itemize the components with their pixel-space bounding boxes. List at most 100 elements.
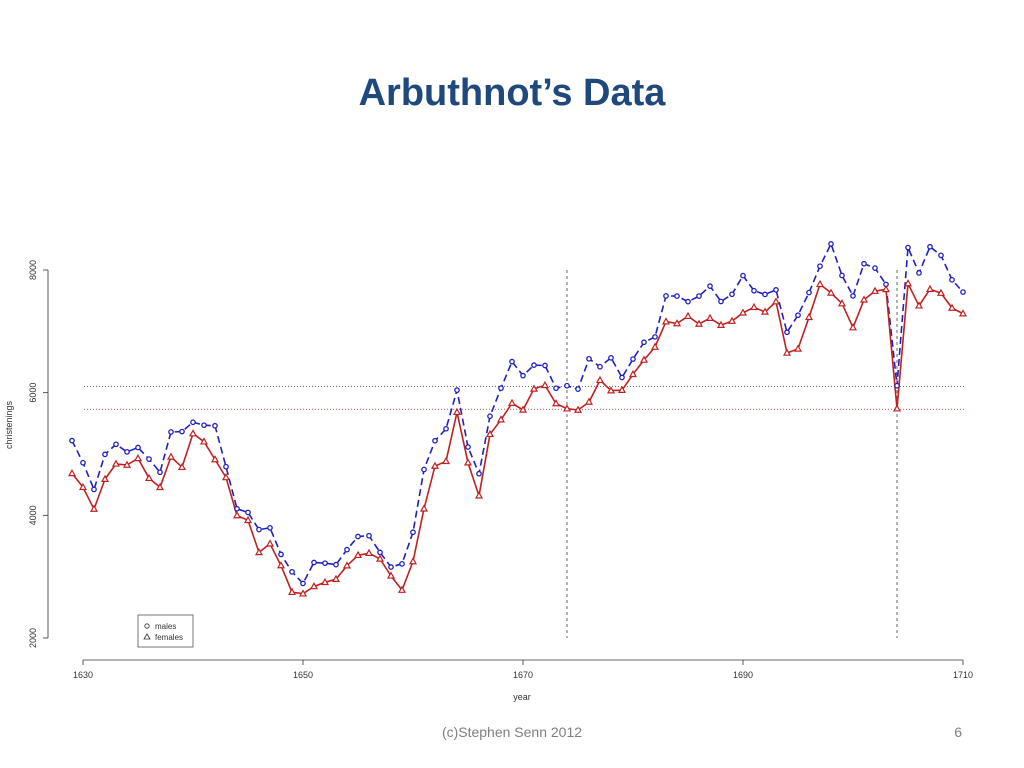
males-data-point: [575, 386, 581, 392]
y-tick-label: 4000: [28, 505, 38, 525]
females-data-point: [584, 397, 594, 405]
females-data-point: [397, 585, 407, 593]
males-data-point: [267, 524, 273, 531]
females-data-point: [529, 384, 539, 392]
females-data-point: [628, 369, 638, 378]
females-data-point: [408, 557, 418, 565]
females-data-point: [650, 342, 660, 350]
males-data-point: [729, 291, 735, 298]
females-data-point: [826, 288, 836, 296]
females-data-point: [452, 407, 462, 416]
females-data-point: [276, 561, 286, 569]
males-data-point: [443, 425, 449, 432]
females-data-point: [177, 462, 187, 471]
males-data-point: [740, 272, 746, 279]
females-data-point: [771, 297, 781, 305]
females-data-point: [507, 398, 517, 406]
females-data-point: [78, 482, 88, 491]
females-data-point: [947, 303, 957, 311]
males-data-point: [696, 293, 702, 299]
females-data-point: [540, 380, 550, 389]
females-data-point: [848, 323, 858, 331]
males-data-point: [784, 329, 790, 336]
females-data-point: [914, 301, 924, 309]
females-data-point: [837, 299, 847, 307]
females-data-point: [485, 429, 495, 438]
females-data-point: [606, 386, 616, 394]
females-data-point: [463, 458, 473, 466]
legend-females-symbol: [143, 633, 151, 640]
females-data-point: [661, 317, 671, 325]
males-data-point: [278, 551, 284, 558]
males-data-point: [366, 532, 372, 539]
x-axis-label: year: [513, 692, 531, 702]
males-data-point: [179, 428, 185, 435]
legend-box: [137, 614, 194, 648]
females-data-point: [254, 548, 264, 556]
x-tick-label: 1710: [953, 670, 973, 680]
males-data-point: [168, 429, 174, 435]
females-data-point: [155, 482, 165, 491]
females-data-point: [617, 385, 627, 393]
males-data-point: [102, 451, 108, 458]
females-data-point: [309, 582, 319, 590]
females-data-point: [958, 309, 968, 317]
y-tick-label: 6000: [28, 383, 38, 403]
females-data-point: [430, 461, 440, 469]
females-data-point: [111, 459, 121, 467]
y-tick-label: 2000: [28, 628, 38, 648]
females-data-point: [441, 456, 451, 465]
females-data-point: [738, 308, 748, 316]
males-data-point: [498, 385, 504, 392]
females-data-point: [298, 589, 308, 597]
males-data-point: [520, 372, 526, 379]
males-data-point: [553, 385, 559, 392]
males-data-point: [608, 354, 614, 361]
males-data-point: [938, 252, 944, 259]
females-data-point: [89, 504, 99, 512]
males-data-point: [509, 358, 515, 365]
females-data-point: [518, 405, 528, 413]
females-data-point: [903, 279, 913, 287]
males-data-point: [300, 580, 306, 587]
males-data-point: [256, 526, 262, 533]
males-data-point: [476, 470, 482, 477]
males-data-point: [487, 413, 493, 420]
males-data-point: [454, 387, 460, 394]
males-data-point: [80, 459, 86, 466]
females-data-point: [232, 511, 242, 519]
females-data-point: [716, 320, 726, 328]
males-data-point: [586, 355, 592, 362]
females-data-point: [287, 587, 297, 596]
males-data-point: [685, 298, 691, 305]
females-data-point: [683, 311, 693, 320]
females-data-point: [804, 312, 814, 321]
males-data-point: [894, 382, 900, 389]
series-markers: [67, 241, 968, 597]
males-data-point: [465, 444, 471, 450]
females-data-point: [331, 574, 341, 582]
females-data-point: [188, 429, 198, 437]
males-data-point: [289, 568, 295, 575]
females-data-point: [221, 473, 231, 481]
males-data-point: [212, 422, 218, 429]
x-tick-label: 1650: [293, 670, 313, 680]
males-data-point: [432, 437, 438, 444]
males-data-point: [542, 362, 548, 369]
females-data-point: [67, 469, 77, 477]
males-data-point: [960, 289, 966, 295]
males-data-point: [311, 559, 317, 566]
males-data-point: [223, 463, 229, 470]
males-data-point: [190, 419, 196, 426]
males-data-point: [564, 382, 570, 389]
males-data-point: [113, 441, 119, 448]
males-data-point: [916, 270, 922, 276]
reference-lines: [84, 270, 965, 638]
x-tick-label: 1690: [733, 670, 753, 680]
females-data-point: [694, 319, 704, 327]
males-data-point: [399, 560, 405, 567]
males-data-point: [927, 243, 933, 250]
males-data-point: [707, 283, 713, 289]
females-data-point: [386, 571, 396, 579]
females-data-point: [727, 316, 737, 324]
